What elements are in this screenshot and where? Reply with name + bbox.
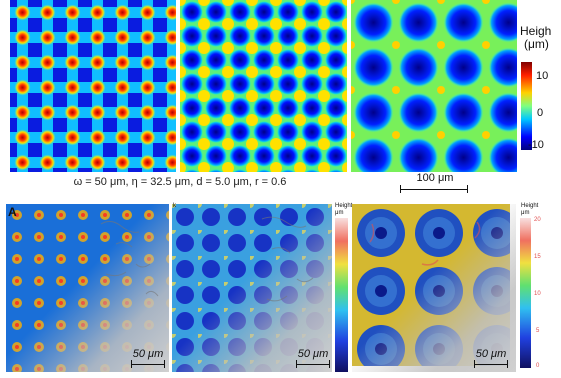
simulated-height-map-3 <box>351 0 517 172</box>
colorbar-right-tick-15: 15 <box>534 254 541 260</box>
colorbar-right-tick-0: 0 <box>536 363 540 369</box>
top-scalebar-label: 100 μm <box>416 172 454 184</box>
panel-letter: A <box>8 205 17 219</box>
colorbar-mid-title-line1: Height <box>335 203 353 209</box>
colorbar-top <box>521 62 532 150</box>
bottom-scalebar-1 <box>131 360 165 368</box>
colorbar-title-line1: Heigh <box>520 24 552 38</box>
colorbar-tick-minus-10: -10 <box>528 139 544 151</box>
colorbar-title: Heigh (μm) <box>520 25 551 51</box>
measured-surface-3 <box>352 204 516 372</box>
simulated-height-map-2 <box>180 0 347 172</box>
simulated-height-map-1 <box>10 0 176 172</box>
measured-surface-1 <box>6 204 169 372</box>
small-panel-letter: k <box>173 203 176 209</box>
colorbar-mid <box>335 218 348 372</box>
colorbar-right-title: Height μm <box>521 203 538 217</box>
colorbar-right-tick-5: 5 <box>536 328 540 334</box>
measured-surface-2 <box>172 204 332 372</box>
bottom-scalebar-2 <box>296 360 330 368</box>
colorbar-right-tick-10: 10 <box>534 291 541 297</box>
colorbar-right <box>520 218 531 368</box>
colorbar-title-line2: (μm) <box>524 37 549 51</box>
bottom-scalebar-label-2: 50 μm <box>297 348 329 360</box>
colorbar-right-title-line2: μm <box>521 210 530 216</box>
bottom-scalebar-3 <box>474 360 508 368</box>
colorbar-right-title-line1: Height <box>521 203 539 209</box>
colorbar-tick-0: 0 <box>537 107 544 119</box>
bottom-scalebar-label-3: 50 μm <box>475 348 507 360</box>
colorbar-tick-10: 10 <box>536 70 549 82</box>
bottom-scalebar-label-1: 50 μm <box>132 348 164 360</box>
colorbar-mid-title-line2: μm <box>335 210 344 216</box>
parameter-caption: ω = 50 μm, η = 32.5 μm, d = 5.0 μm, r = … <box>73 176 287 188</box>
colorbar-right-tick-20: 20 <box>534 217 541 223</box>
top-scalebar <box>400 185 468 193</box>
colorbar-mid-title: Height μm <box>335 203 352 217</box>
